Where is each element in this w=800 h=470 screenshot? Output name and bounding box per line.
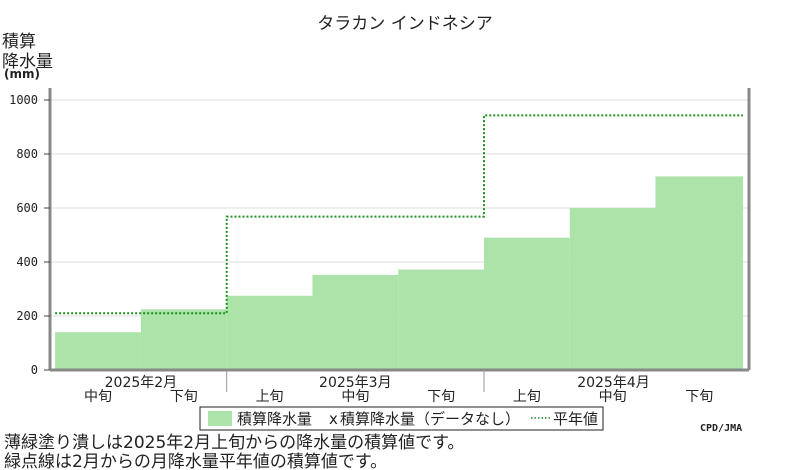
- precip-bar: [569, 208, 656, 370]
- month-label: 2025年2月: [105, 375, 178, 391]
- credit: CPD/JMA: [700, 423, 742, 434]
- precip-bar: [55, 332, 141, 370]
- legend-swatch-precip: [208, 411, 232, 426]
- y-tick-label: 600: [16, 201, 38, 215]
- precip-bar: [226, 295, 313, 370]
- y-tick-label: 800: [16, 147, 38, 161]
- legend-box: [199, 406, 604, 431]
- x-tick-label: 上旬: [513, 389, 541, 405]
- x-tick-label: 中旬: [599, 389, 627, 405]
- y-tick-labels: 0 200 400 600 800 1000: [9, 93, 38, 377]
- x-tick-label: 下旬: [427, 389, 455, 405]
- precip-bar: [398, 269, 484, 370]
- x-tick-label: 下旬: [685, 389, 713, 405]
- precip-bar: [140, 309, 227, 370]
- normal-step-line: [55, 114, 743, 315]
- y-tick-label: 400: [16, 255, 38, 269]
- axes: [44, 88, 751, 392]
- x-tick-label: 下旬: [170, 389, 198, 405]
- y-axis-label-line1: 積算: [2, 32, 36, 52]
- y-tick-label: 0: [31, 363, 38, 377]
- note-line-1: 薄緑塗り潰しは2025年2月上旬からの降水量の積算値です。: [4, 432, 464, 453]
- legend-label-precip: 積算降水量: [237, 410, 312, 428]
- legend-label-nodata: 積算降水量（データなし）: [340, 410, 520, 428]
- y-tick-label: 1000: [9, 93, 38, 107]
- y-axis-label-line2: 降水量: [2, 52, 53, 72]
- precip-bar: [312, 274, 399, 370]
- x-tick-label: 中旬: [84, 389, 112, 405]
- x-tick-label: 上旬: [256, 389, 284, 405]
- chart-title: タラカン インドネシア: [317, 14, 492, 34]
- month-label: 2025年4月: [577, 375, 650, 391]
- legend-label-normal: 平年値: [553, 410, 598, 428]
- precip-bar: [483, 237, 570, 370]
- precip-bar: [655, 176, 743, 370]
- y-tick-label: 200: [16, 309, 38, 323]
- y-axis-unit: (mm): [4, 67, 40, 81]
- month-label: 2025年3月: [319, 375, 392, 391]
- note-line-2: 緑点線は2月からの月降水量平年値の積算値です。: [4, 452, 387, 470]
- precip-area: [55, 176, 743, 370]
- legend-marker-x: x: [329, 410, 338, 428]
- x-tick-label: 中旬: [341, 389, 369, 405]
- legend: 積算降水量 x 積算降水量（データなし） 平年値: [199, 406, 604, 431]
- normal-line-group: [55, 114, 743, 315]
